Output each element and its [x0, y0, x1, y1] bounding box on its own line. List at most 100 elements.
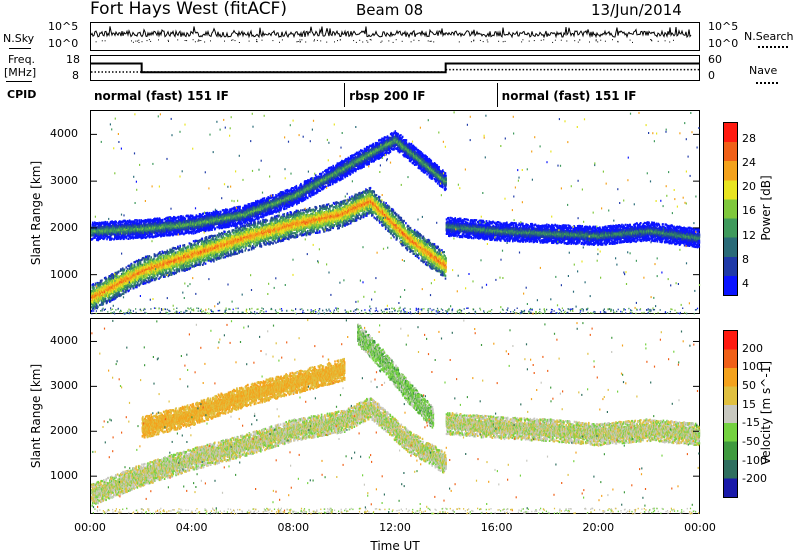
- nsearch-dot: [459, 41, 460, 42]
- nsearch-dot: [483, 41, 484, 42]
- nsearch-dot: [262, 40, 263, 41]
- nsearch-dot: [543, 39, 544, 40]
- nsearch-dot: [371, 40, 372, 41]
- freq-underline: [6, 81, 32, 82]
- nsearch-dot: [402, 41, 403, 42]
- nsearch-dot: [337, 40, 338, 41]
- nsearch-dot: [566, 41, 567, 42]
- nsearch-label: N.Search: [744, 31, 794, 42]
- nave-label: Nave: [749, 65, 777, 76]
- nsearch-dot: [137, 41, 138, 42]
- cpid-segment-name: normal (fast) 151 IF: [94, 90, 229, 102]
- nsearch-dot: [413, 40, 414, 41]
- freq-units: [MHz]: [4, 67, 36, 78]
- nsearch-dot: [541, 40, 542, 41]
- cpid-segment: normal (fast) 151 IF: [497, 83, 498, 107]
- cpid-row: normal (fast) 151 IF rbsp 200 IF normal (f…: [90, 83, 700, 107]
- nave-tick-top: 60: [708, 54, 722, 65]
- nsearch-dot: [301, 39, 302, 40]
- nsearch-dot: [300, 41, 301, 42]
- nsearch-dot: [168, 40, 169, 41]
- echo-cell: [114, 276, 116, 278]
- nsearch-dot: [185, 40, 186, 41]
- nsearch-dot: [133, 42, 134, 43]
- nsearch-dot: [317, 40, 318, 41]
- nsearch-dot: [651, 40, 652, 41]
- echo-cell: [101, 279, 103, 281]
- nsearch-dot: [498, 41, 499, 42]
- nsearch-dot: [168, 41, 169, 42]
- nsearch-dot: [597, 41, 598, 42]
- nsearch-dot: [658, 41, 659, 42]
- nsearch-dot: [186, 40, 187, 41]
- nsearch-dot: [393, 42, 394, 43]
- nsearch-dot: [380, 42, 381, 43]
- nsearch-dot: [314, 41, 315, 42]
- echo-cell: [100, 304, 102, 306]
- nsearch-dot: [362, 42, 363, 43]
- nsearch-dot: [296, 41, 297, 42]
- nsearch-dot: [487, 41, 488, 42]
- nsearch-dot: [669, 42, 670, 43]
- power-heatmap: [91, 111, 699, 313]
- nsearch-dot: [521, 41, 522, 42]
- nsearch-dot: [105, 40, 106, 41]
- date-title: 13/Jun/2014: [591, 3, 682, 18]
- cpid-segment-name: normal (fast) 151 IF: [502, 90, 637, 102]
- echo-cell: [91, 310, 93, 312]
- nsearch-dot: [473, 40, 474, 41]
- nsearch-dot: [198, 39, 199, 40]
- nsearch-dot: [578, 42, 579, 43]
- nsearch-dot: [359, 40, 360, 41]
- nsearch-dot: [138, 40, 139, 41]
- nsearch-dot: [605, 41, 606, 42]
- nsky-tick-bottom: 10^0: [48, 38, 78, 49]
- nsearch-dot: [147, 40, 148, 41]
- nsearch-dot: [579, 40, 580, 41]
- nsearch-dot: [411, 41, 412, 42]
- nsearch-dot: [396, 39, 397, 40]
- echo-cell: [118, 271, 120, 273]
- nsearch-dot: [630, 40, 631, 41]
- nsky-label: N.Sky: [3, 33, 34, 44]
- nsearch-dot: [561, 40, 562, 41]
- echo-cell: [106, 278, 108, 280]
- nsearch-dot: [618, 41, 619, 42]
- echo-cell: [100, 283, 102, 285]
- echo-cell: [121, 293, 123, 295]
- nsearch-dot: [340, 39, 341, 40]
- echo-cell: [124, 269, 126, 271]
- nsearch-dot: [673, 40, 674, 41]
- nsearch-dot: [503, 41, 504, 42]
- nsearch-dot: [96, 41, 97, 42]
- nsearch-dot: [298, 41, 299, 42]
- nsearch-tick-top: 10^5: [708, 21, 738, 32]
- nsearch-dot: [665, 40, 666, 41]
- nsearch-dot: [135, 41, 136, 42]
- nave-dotted-key: [756, 82, 778, 84]
- nsearch-dot: [552, 42, 553, 43]
- echo-cell: [92, 304, 94, 306]
- nsearch-dot: [589, 42, 590, 43]
- nsearch-dot: [195, 41, 196, 42]
- nsearch-dot: [249, 41, 250, 42]
- echo-cell: [123, 292, 125, 294]
- nsearch-dot: [430, 41, 431, 42]
- nsearch-dot: [326, 42, 327, 43]
- echo-cell: [121, 290, 123, 292]
- nsearch-dot: [139, 42, 140, 43]
- nsearch-tick-bottom: 10^0: [708, 38, 738, 49]
- nsearch-dot: [433, 41, 434, 42]
- freq-line: [91, 64, 699, 73]
- echo-cell: [125, 291, 127, 293]
- nsearch-dot: [632, 42, 633, 43]
- cpid-segment: rbsp 200 IF: [344, 83, 345, 107]
- echo-cell: [93, 287, 95, 289]
- nsearch-dot: [193, 39, 194, 40]
- nsearch-dot: [370, 39, 371, 40]
- freq-label: Freq.: [8, 54, 35, 65]
- nsearch-dot: [356, 42, 357, 43]
- freq-tick-bottom: 8: [72, 70, 79, 81]
- echo-cell: [97, 306, 99, 308]
- nsearch-dot: [239, 42, 240, 43]
